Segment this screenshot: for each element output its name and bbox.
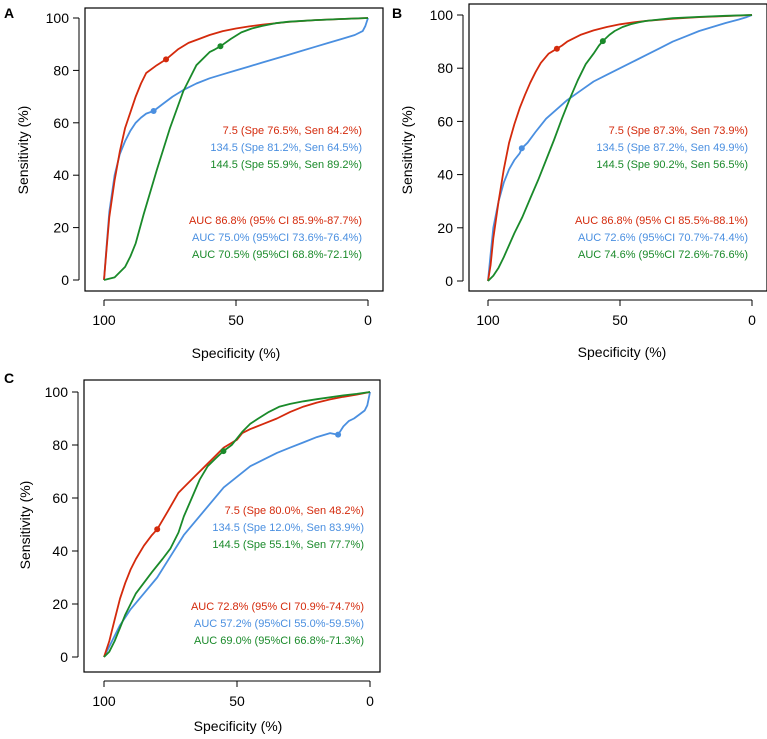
panel-c-y-tick-label: 80 [52,437,68,453]
panel-a-cutoff-label: 144.5 (Spe 55.9%, Sen 89.2%) [210,159,362,171]
panel-c-y-tick-label: 60 [52,490,68,506]
panel-b-x-axis-title: Specificity (%) [578,344,667,360]
panel-c-y-tick-label: 20 [52,596,68,612]
panel-b-auc-label: AUC 74.6% (95%CI 72.6%-76.6%) [578,249,748,261]
panel-c-x-tick-label: 100 [92,693,116,709]
panel-a-y-tick-label: 0 [61,272,69,288]
panel-a-y-axis-title: Sensitivity (%) [15,106,31,195]
panel-b-y-tick-label: 40 [437,167,453,183]
panel-b-cutoff-label: 144.5 (Spe 90.2%, Sen 56.5%) [596,159,748,171]
panel-a-x-tick-label: 100 [92,312,116,328]
panel-c-roc-line-144-5 [103,391,371,658]
panel-a-auc-label: AUC 75.0% (95%CI 73.6%-76.4%) [192,232,362,244]
panel-a-x-tick-label: 50 [228,312,244,328]
panel-c-x-tick-label: 50 [229,693,245,709]
panel-b-plot-frame [468,3,767,292]
panel-b-y-tick-label: 20 [437,220,453,236]
panel-a-roc-line-134-5 [103,17,369,281]
panel-a-cutoff-label: 7.5 (Spe 76.5%, Sen 84.2%) [223,125,362,137]
panel-b-cutoff-label: 7.5 (Spe 87.3%, Sen 73.9%) [609,125,748,137]
panel-a-plot-frame [84,7,384,292]
panel-a-x-tick-label: 0 [364,312,372,328]
panel-c-cutoff-marker-144-5 [220,448,227,455]
panel-a-roc-line-144-5 [103,17,369,281]
panel-c-auc-label: AUC 57.2% (95%CI 55.0%-59.5%) [194,618,364,630]
panel-b-cutoff-label: 134.5 (Spe 87.2%, Sen 49.9%) [596,142,748,154]
panel-b-roc-line-134-5 [487,14,753,282]
panel-c-cutoff-marker-7-5 [154,526,161,533]
panel-a-y-tick-label: 60 [53,115,69,131]
panel-a-auc-label: AUC 86.8% (95% CI 85.9%-87.7%) [189,215,362,227]
panel-c-cutoff-marker-134-5 [335,431,342,438]
panel-b-x-tick-label: 100 [476,312,500,328]
panel-c-cutoff-label: 7.5 (Spe 80.0%, Sen 48.2%) [225,505,364,517]
panel-a-label: A [4,5,14,21]
panel-c-y-tick-label: 0 [60,649,68,665]
panel-a-x-axis-title: Specificity (%) [192,345,281,361]
panel-b-y-tick-label: 100 [430,7,454,23]
panel-c-roc-line-134-5 [103,391,371,658]
panel-c-x-axis-title: Specificity (%) [194,718,283,734]
panel-c-auc-label: AUC 72.8% (95% CI 70.9%-74.7%) [191,601,364,613]
panel-c-roc-line-7-5 [103,391,371,658]
panel-c-y-tick-label: 40 [52,543,68,559]
panel-b-auc-label: AUC 86.8% (95% CI 85.5%-88.1%) [575,215,748,227]
panel-b-cutoff-marker-144-5 [599,38,606,45]
panel-c-y-tick-label: 100 [45,384,69,400]
panel-a-cutoff-marker-134-5 [150,108,157,115]
panel-c-auc-label: AUC 69.0% (95%CI 66.8%-71.3%) [194,635,364,647]
panel-a-y-tick-label: 40 [53,167,69,183]
panel-b-y-tick-label: 80 [437,60,453,76]
panel-c-y-axis-title: Sensitivity (%) [17,481,33,570]
panel-c-label: C [4,370,14,386]
panel-a-auc-label: AUC 70.5% (95%CI 68.8%-72.1%) [192,249,362,261]
panel-b-y-tick-label: 60 [437,113,453,129]
panel-c-cutoff-label: 144.5 (Spe 55.1%, Sen 77.7%) [212,539,364,551]
panel-a-y-tick-label: 20 [53,220,69,236]
panel-a-y-tick-label: 80 [53,62,69,78]
panel-c-plot-frame [83,379,381,673]
panel-b-cutoff-marker-7-5 [553,45,560,52]
panel-b-cutoff-marker-134-5 [518,145,525,152]
panel-c-x-tick-label: 0 [366,693,374,709]
panel-b-y-tick-label: 0 [445,273,453,289]
panel-a-cutoff-label: 134.5 (Spe 81.2%, Sen 64.5%) [210,142,362,154]
panel-a-y-tick-label: 100 [46,10,70,26]
panel-b-label: B [392,5,402,21]
panel-b-y-axis-title: Sensitivity (%) [399,106,415,195]
panel-b-roc-line-144-5 [487,14,753,282]
panel-b-x-tick-label: 50 [612,312,628,328]
panel-b-auc-label: AUC 72.6% (95%CI 70.7%-74.4%) [578,232,748,244]
panel-a-cutoff-marker-144-5 [217,43,224,50]
panel-a-cutoff-marker-7-5 [163,56,170,63]
panel-b-x-tick-label: 0 [748,312,756,328]
panel-c-cutoff-label: 134.5 (Spe 12.0%, Sen 83.9%) [212,522,364,534]
